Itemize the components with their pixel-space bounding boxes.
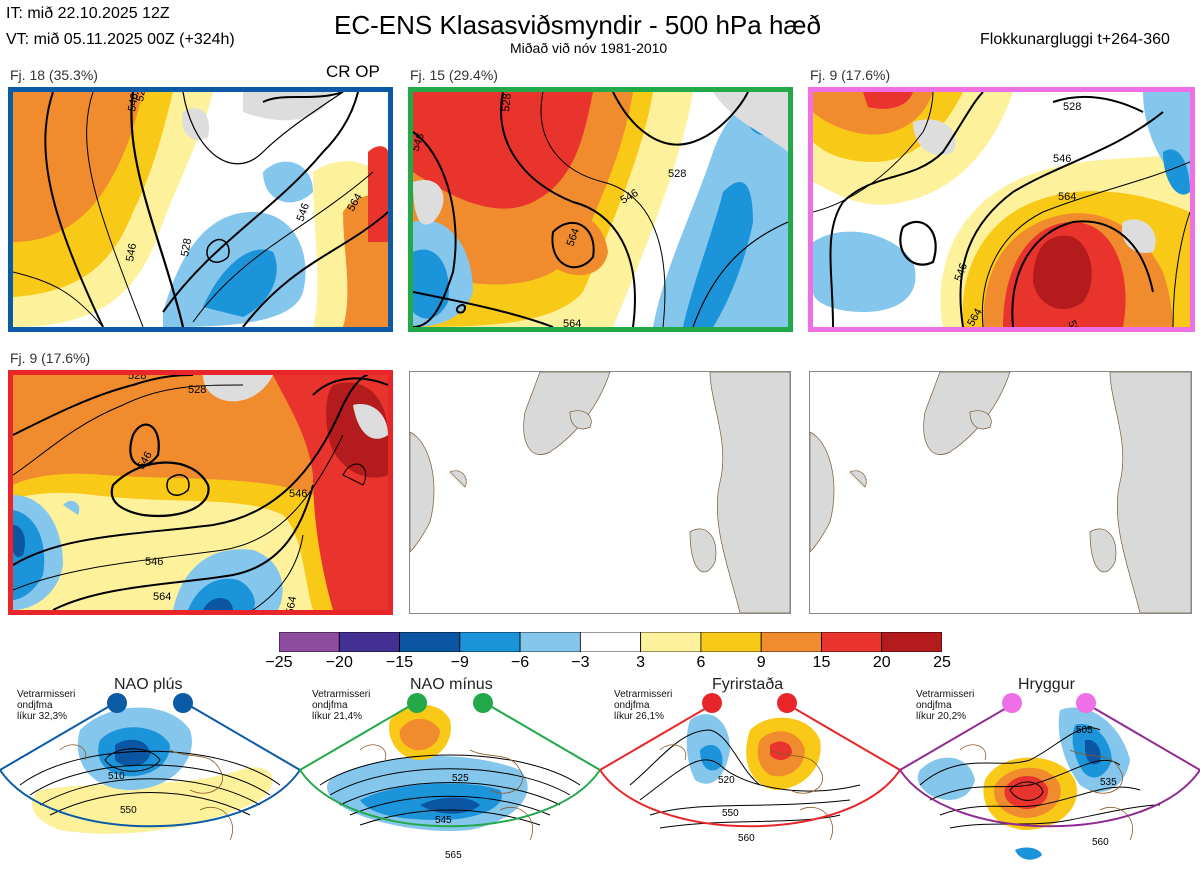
page-subtitle: Miðað við nóv 1981-2010	[510, 40, 668, 56]
regime-contour-label: 510	[108, 771, 125, 782]
page-title: EC-ENS Klasasviðsmyndir - 500 hPa hæð	[334, 10, 821, 40]
colorbar-tick-label: −15	[385, 654, 414, 671]
contour-label: 546	[953, 262, 971, 283]
cluster-map-2: 528 546 564 564 546 528	[408, 87, 793, 332]
colorbar-tick-label: 25	[933, 654, 951, 671]
contour-label: 528	[134, 92, 149, 103]
contour-label: 528	[179, 237, 194, 257]
regime-dot	[173, 693, 193, 713]
colorbar-swatch	[700, 631, 762, 653]
regime-title-ridge: Hryggur	[1018, 676, 1075, 693]
regime-contour-label: 520	[718, 775, 735, 786]
colorbar-swatches	[278, 631, 943, 653]
init-time: IT: mið 22.10.2025 12Z	[6, 5, 170, 22]
regime-dot	[1076, 693, 1096, 713]
regime-dot	[473, 693, 493, 713]
regime-dot	[777, 693, 797, 713]
regime-contour-label: 550	[722, 808, 739, 819]
colorbar-tick-label: 6	[696, 654, 706, 671]
cluster-1-tag: CR OP	[326, 62, 380, 81]
contour-label: 546	[1053, 153, 1071, 165]
colorbar-tick-label: −20	[325, 654, 353, 671]
contour-label: 528	[128, 375, 146, 382]
colorbar-tick-label: 15	[812, 654, 831, 671]
regime-title-nao-minus: NAO mínus	[410, 676, 493, 693]
regime-contour-label: 505	[1076, 725, 1093, 736]
regime-contour-label: 565	[445, 850, 462, 861]
regime-contour-label: 535	[1100, 777, 1117, 788]
contour-label: 546	[124, 242, 139, 262]
colorbar-swatch	[519, 631, 581, 653]
contour-label: 528	[500, 93, 514, 112]
regime-info-nao-minus: Vetrarmisseri ondjfma líkur 21,4%	[312, 689, 371, 722]
regime-contour-label: 550	[120, 805, 137, 816]
cluster-1-label: Fj. 18 (35.3%)	[10, 67, 98, 83]
colorbar-swatch	[338, 631, 400, 653]
contour-label: 528	[188, 384, 206, 396]
colorbar-swatch	[821, 631, 883, 653]
regime-title-blocking: Fyrirstaða	[712, 676, 784, 693]
cluster-map-4: 528 528 546 564 564 546 546	[8, 370, 393, 615]
colorbar-tick-label: 20	[872, 654, 891, 671]
regime-dot	[407, 693, 427, 713]
regime-panels: 510 550 525 545 565	[0, 690, 1200, 871]
colorbar-swatch	[278, 631, 340, 653]
empty-map-panel-2	[809, 371, 1192, 614]
regime-title-nao-plus: NAO plús	[114, 676, 183, 693]
contour-label: 564	[1058, 191, 1076, 203]
contour-label: 564	[563, 318, 581, 327]
classification-window: Flokkunargluggi t+264-360	[980, 31, 1170, 48]
colorbar-tick-label: −3	[571, 654, 590, 671]
regime-dot	[1002, 693, 1022, 713]
contour-label: 546	[295, 202, 313, 223]
colorbar-tick-label: 3	[636, 654, 646, 671]
regime-info-blocking: Vetrarmisseri ondjfma líkur 26,1%	[614, 689, 673, 722]
colorbar-swatch	[760, 631, 822, 653]
regime-info-ridge: Vetrarmisseri ondjfma líkur 20,2%	[916, 689, 975, 722]
colorbar-tick-label: −25	[265, 654, 293, 671]
regime-info-nao-plus: Vetrarmisseri ondjfma líkur 32,3%	[17, 689, 76, 722]
contour-label: 582	[1065, 319, 1083, 327]
cluster-map-1: 546 528 546 528 546 564	[8, 87, 393, 332]
regime-dot	[702, 693, 722, 713]
contour-label: 564	[284, 595, 299, 610]
cluster-3-label: Fj. 9 (17.6%)	[810, 67, 891, 83]
regime-contour-label: 560	[1092, 837, 1109, 848]
contour-label: 528	[668, 168, 686, 180]
regime-contour-label: 525	[452, 773, 469, 784]
cluster-map-3: 528 546 564 546 564 582	[808, 87, 1195, 332]
cluster-2-label: Fj. 15 (29.4%)	[410, 67, 498, 83]
contour-label: 546	[289, 488, 307, 500]
contour-label: 528	[1063, 101, 1081, 113]
colorbar-tick-label: −9	[450, 654, 469, 671]
regime-map-blocking: 520 550 560	[599, 699, 901, 844]
colorbar-swatch	[579, 631, 642, 653]
colorbar-swatch	[459, 631, 521, 653]
regime-map-nao-minus: 525 545 565	[299, 699, 601, 861]
regime-map-nao-plus: 510 550	[0, 699, 301, 841]
regime-contour-label: 545	[435, 815, 452, 826]
contour-label: 546	[126, 92, 141, 112]
regime-map-ridge: 505 535 560	[899, 699, 1200, 860]
valid-time: VT: mið 05.11.2025 00Z (+324h)	[6, 31, 235, 48]
colorbar	[278, 631, 943, 653]
colorbar-swatch	[399, 631, 461, 653]
colorbar-tick-label: −6	[510, 654, 530, 671]
contour-label: 564	[153, 591, 171, 603]
empty-map-panel-1	[409, 371, 791, 614]
cluster-4-label: Fj. 9 (17.6%)	[10, 350, 91, 366]
contour-label: 546	[145, 556, 163, 568]
colorbar-swatch	[881, 631, 943, 653]
regime-dot	[107, 693, 127, 713]
colorbar-tick-label: 9	[756, 654, 766, 671]
colorbar-swatch	[640, 631, 702, 653]
regime-contour-label: 560	[738, 833, 755, 844]
contour-label: 564	[565, 227, 583, 248]
